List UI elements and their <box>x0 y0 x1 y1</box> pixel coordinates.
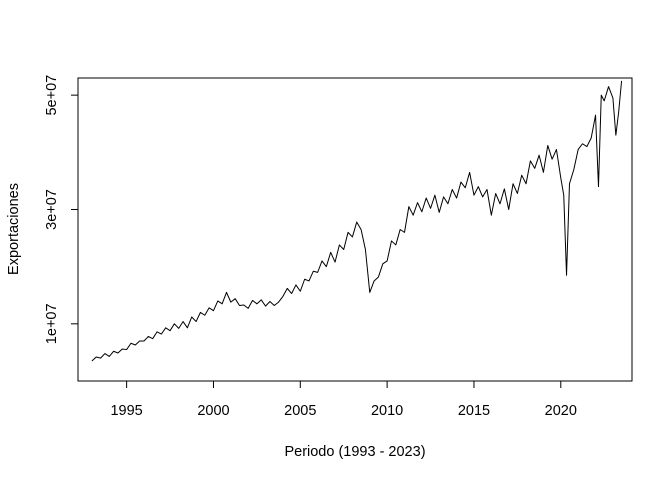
x-tick-label: 2015 <box>458 403 490 419</box>
x-tick-label: 2010 <box>371 403 403 419</box>
y-tick-label: 3e+07 <box>44 189 60 230</box>
x-tick-label: 2005 <box>284 403 316 419</box>
y-axis-label: Exportaciones <box>6 183 22 275</box>
x-tick-label: 2000 <box>197 403 229 419</box>
x-axis-label: Periodo (1993 - 2023) <box>284 444 425 460</box>
y-tick-label: 1e+07 <box>44 303 60 344</box>
y-axis: 1e+07 3e+07 5e+07 <box>44 75 79 344</box>
series-line <box>91 80 623 362</box>
y-tick-label: 5e+07 <box>44 75 60 116</box>
x-tick-label: 1995 <box>110 403 142 419</box>
x-tick-label: 2020 <box>545 403 577 419</box>
x-axis: 1995 2000 2005 2010 2015 2020 <box>110 380 577 419</box>
